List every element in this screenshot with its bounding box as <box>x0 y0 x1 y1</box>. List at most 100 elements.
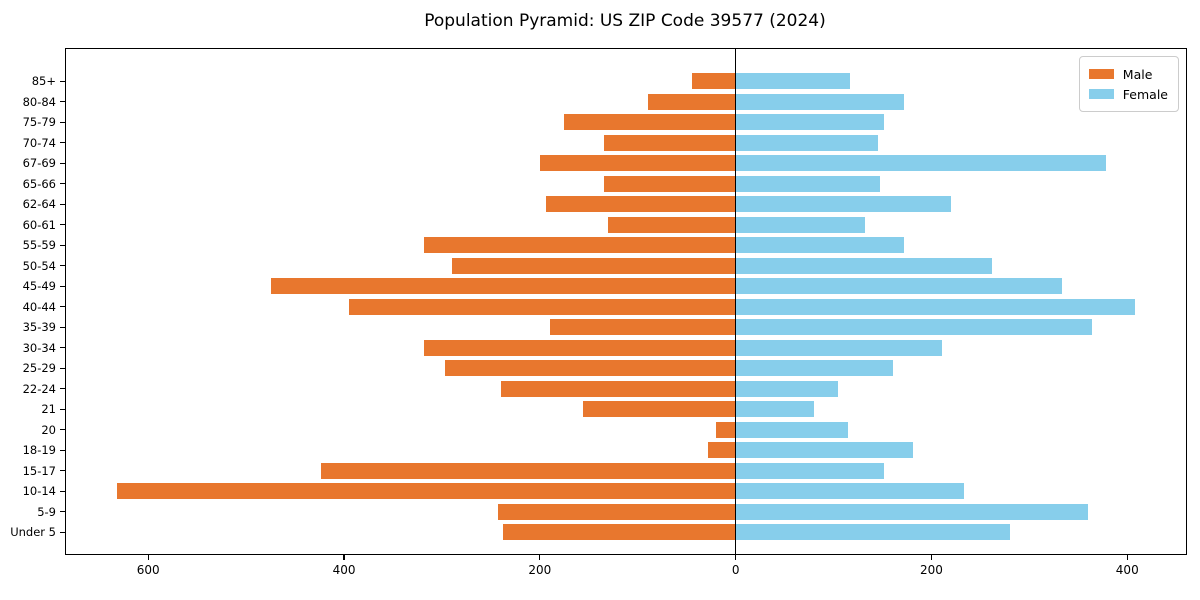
y-tick-mark <box>60 101 65 103</box>
y-tick-mark <box>60 224 65 226</box>
female-bar-45-49 <box>735 278 1062 294</box>
female-bar-30-34 <box>735 339 943 356</box>
female-bar-67-69 <box>735 155 1106 171</box>
male-swatch-icon <box>1088 69 1114 79</box>
plot-area: 85+ 80-84 75-79 70-74 67-69 65-66 62-64 60-61 55… <box>10 48 1187 577</box>
male-bar-18-19 <box>708 442 736 458</box>
male-bar-50-54 <box>451 257 736 274</box>
y-tick-mark <box>60 388 65 390</box>
y-tick-mark <box>60 162 65 164</box>
male-bar-21 <box>582 401 736 417</box>
y-axis-label-50-54: 50-54 <box>22 258 56 273</box>
legend-female-label: Female <box>1122 86 1168 102</box>
male-bar-under-5 <box>502 524 736 540</box>
x-axis-label-400-right: 400 <box>1115 563 1139 577</box>
y-axis-label-30-34: 30-34 <box>22 340 56 355</box>
y-axis-label-60-61: 60-61 <box>22 217 56 232</box>
y-axis-label-62-64: 62-64 <box>22 197 56 211</box>
male-bar-75-79 <box>564 114 736 130</box>
x-axis-label-600-left: 600 <box>136 563 160 577</box>
y-axis-label-85-: 85+ <box>31 74 56 88</box>
male-bar-45-49 <box>270 278 736 294</box>
male-bar-25-29 <box>444 360 736 376</box>
y-axis-label-21: 21 <box>41 402 56 416</box>
female-bar-75-79 <box>735 114 885 130</box>
y-axis-label-20: 20 <box>41 422 56 437</box>
y-tick-mark <box>60 183 65 185</box>
y-tick-mark <box>60 142 65 144</box>
x-axis-label-200-right: 200 <box>920 563 943 577</box>
female-bar-50-54 <box>735 257 993 274</box>
male-bar-22-24 <box>500 380 736 397</box>
y-tick-mark <box>60 306 65 308</box>
chart-title: Population Pyramid: US ZIP Code 39577 (2… <box>424 11 826 31</box>
male-bar-10-14 <box>116 483 736 499</box>
male-bar-65-66 <box>604 175 736 192</box>
male-bar-60-61 <box>608 216 736 233</box>
y-tick-mark <box>60 367 65 369</box>
y-tick-mark <box>60 265 65 267</box>
female-bar-55-59 <box>735 237 905 253</box>
legend-item-male: Male <box>1088 64 1168 84</box>
female-bar-21 <box>735 401 814 417</box>
female-bar-15-17 <box>735 462 885 479</box>
x-tick-mark <box>735 555 737 560</box>
female-bar-18-19 <box>735 442 913 458</box>
y-axis-label-65-66: 65-66 <box>22 176 56 191</box>
y-axis-label-15-17: 15-17 <box>22 463 56 478</box>
y-axis-label-5-9: 5-9 <box>37 504 56 519</box>
female-bar-under-5 <box>735 524 1010 540</box>
female-bar-62-64 <box>735 196 952 212</box>
x-tick-mark <box>343 555 345 560</box>
male-bar-55-59 <box>424 237 736 253</box>
y-tick-mark <box>60 121 65 123</box>
x-axis-label-400-left: 400 <box>332 563 356 577</box>
female-bar-20 <box>735 421 849 438</box>
y-axis-label-35-39: 35-39 <box>22 320 56 334</box>
male-bar-35-39 <box>549 319 736 335</box>
y-tick-mark <box>60 80 65 82</box>
legend-item-female: Female <box>1088 84 1168 104</box>
y-tick-mark <box>60 326 65 328</box>
male-bar-62-64 <box>545 196 736 212</box>
y-tick-mark <box>60 429 65 431</box>
legend: Male Female <box>1078 56 1179 112</box>
male-bar-15-17 <box>320 462 736 479</box>
female-bar-5-9 <box>735 503 1089 520</box>
y-tick-mark <box>60 511 65 513</box>
y-tick-mark <box>60 244 65 246</box>
female-bar-35-39 <box>735 319 1092 335</box>
zero-axis-line <box>734 49 737 554</box>
female-bar-10-14 <box>735 483 964 499</box>
y-tick-mark <box>60 449 65 451</box>
legend-male-label: Male <box>1122 66 1153 82</box>
y-axis-label-10-14: 10-14 <box>22 484 56 498</box>
x-axis-label-0-right: 0 <box>731 563 740 577</box>
male-bar-67-69 <box>539 155 736 171</box>
female-bar-80-84 <box>735 93 905 110</box>
female-bar-85- <box>735 73 851 89</box>
y-axis-label-70-74: 70-74 <box>22 135 56 150</box>
y-axis-label-25-29: 25-29 <box>22 361 56 375</box>
male-bar-5-9 <box>497 503 736 520</box>
male-bar-30-34 <box>424 339 736 356</box>
x-axis-label-200-left: 200 <box>528 563 552 577</box>
female-bar-65-66 <box>735 175 880 192</box>
male-bar-70-74 <box>604 134 736 151</box>
y-axis-label-40-44: 40-44 <box>22 299 56 314</box>
x-tick-mark <box>147 555 149 560</box>
y-tick-mark <box>60 470 65 472</box>
y-axis-label-67-69: 67-69 <box>22 156 56 170</box>
x-tick-mark <box>539 555 541 560</box>
male-bar-80-84 <box>647 93 736 110</box>
male-bar-85- <box>691 73 736 89</box>
male-bar-20 <box>716 421 736 438</box>
female-bar-40-44 <box>735 298 1136 315</box>
y-tick-mark <box>60 531 65 533</box>
x-tick-mark <box>930 555 933 560</box>
female-bar-60-61 <box>735 216 865 233</box>
y-tick-mark <box>60 203 65 205</box>
y-tick-mark <box>60 285 65 287</box>
y-tick-mark <box>60 490 65 492</box>
